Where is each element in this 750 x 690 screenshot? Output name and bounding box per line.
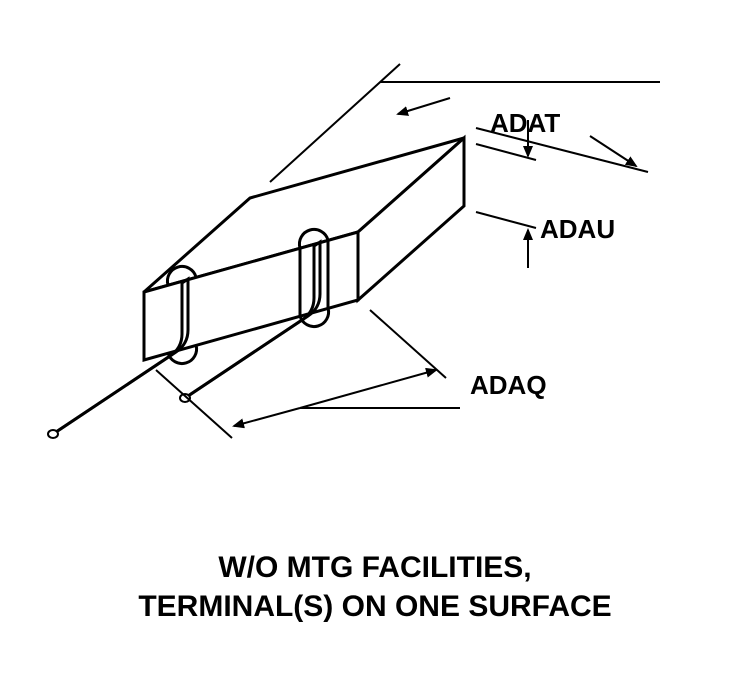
caption-line-2: TERMINAL(S) ON ONE SURFACE: [0, 587, 750, 626]
dim-height-ext2: [476, 212, 536, 228]
dim-width-arrow1: [398, 98, 450, 114]
dim-label-height: ADAU: [540, 214, 615, 245]
dim-length-ext2: [156, 370, 232, 438]
lead-1-end: [48, 430, 58, 438]
dim-length-arrow1: [300, 370, 436, 408]
dim-length-ext1: [370, 310, 446, 378]
dim-label-length: ADAQ: [470, 370, 547, 401]
dim-label-width: ADAT: [490, 108, 560, 139]
dim-length-arrow2: [234, 408, 300, 426]
diagram-caption: W/O MTG FACILITIES, TERMINAL(S) ON ONE S…: [0, 548, 750, 626]
dim-width-arrow2: [590, 136, 636, 166]
caption-line-1: W/O MTG FACILITIES,: [0, 548, 750, 587]
